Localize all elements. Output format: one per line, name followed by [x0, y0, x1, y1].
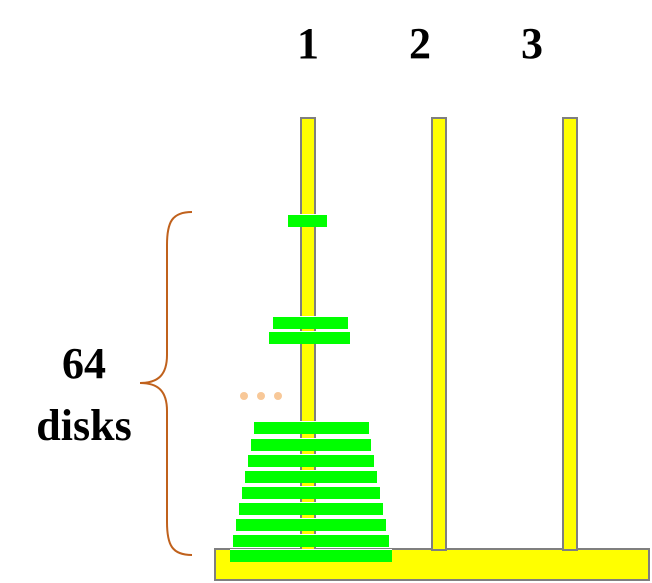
peg-label-1: 1	[297, 19, 319, 68]
disk-1	[288, 214, 327, 227]
disk-64b	[242, 486, 380, 499]
disk-64a	[245, 470, 377, 483]
disk-64c	[239, 502, 383, 515]
disk-63	[248, 454, 374, 467]
disk-count-word: disks	[36, 401, 132, 450]
disk-64d	[236, 518, 386, 531]
peg-3	[562, 117, 578, 551]
peg-label-2: 2	[409, 19, 431, 68]
disk-64f	[230, 549, 392, 562]
disk-62	[251, 438, 371, 451]
disk-64e	[233, 534, 389, 547]
disk-count-number: 64	[62, 339, 106, 388]
disk-61	[254, 421, 369, 434]
peg-label-3: 3	[521, 19, 543, 68]
disk-3	[269, 331, 350, 344]
peg-2	[431, 117, 447, 551]
disk-2	[273, 316, 348, 329]
